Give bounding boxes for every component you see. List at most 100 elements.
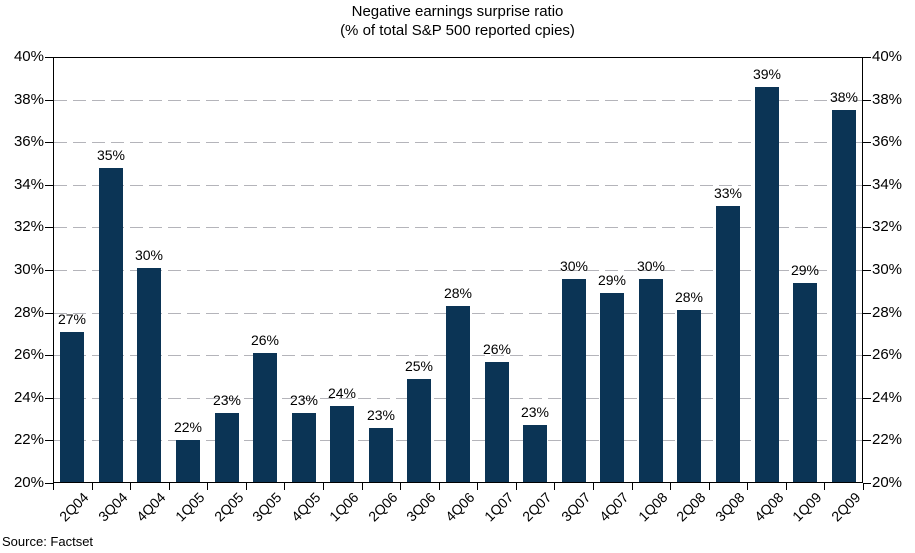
bar [600,293,624,482]
y-axis-tick-label-left: 28% [13,304,44,321]
y-axis-tick-label-right: 22% [872,431,903,448]
x-axis-tick-mark [824,483,825,490]
bar-value-label: 38% [829,89,859,105]
y-axis-tick-mark-right [863,398,871,399]
bar [755,87,779,482]
x-axis-tick-mark [516,483,517,490]
bar-value-label: 23% [289,392,319,408]
x-axis-tick-mark [207,483,208,490]
bar-value-label: 29% [790,262,820,278]
y-axis-tick-mark-right [863,355,871,356]
bar [485,362,509,482]
x-axis-label: 4Q06 [441,489,478,525]
y-axis-tick-label-right: 26% [872,346,903,363]
bar [446,306,470,482]
y-axis-tick-mark-left [45,227,53,228]
y-axis-tick-label-left: 24% [13,389,44,406]
gridline [54,270,862,271]
x-axis-tick-mark [92,483,93,490]
bar [716,206,740,482]
x-axis-label: 3Q04 [94,489,131,525]
x-axis-tick-mark [477,483,478,490]
x-axis-tick-mark [863,483,864,490]
x-axis-label: 4Q04 [132,489,169,525]
y-axis-tick-mark-left [45,270,53,271]
x-axis-label: 2Q07 [518,489,555,525]
y-axis-tick-label-right: 24% [872,389,903,406]
y-axis-tick-mark-right [863,483,871,484]
y-axis-tick-mark-right [863,227,871,228]
x-axis-tick-mark [632,483,633,490]
y-axis-tick-label-right: 34% [872,176,903,193]
x-axis-tick-mark [747,483,748,490]
y-axis-tick-mark-right [863,57,871,58]
bar-value-label: 30% [636,258,666,274]
bar-value-label: 33% [713,185,743,201]
x-axis-label: 3Q05 [248,489,285,525]
chart-title: Negative earnings surprise ratio [351,3,564,20]
x-axis-label: 2Q05 [210,489,247,525]
bar-value-label: 26% [250,332,280,348]
x-axis-tick-mark [554,483,555,490]
chart-subtitle: (% of total S&P 500 reported cpies) [340,22,575,39]
x-axis-label: 1Q07 [480,489,517,525]
x-axis-tick-mark [593,483,594,490]
x-axis-tick-mark [670,483,671,490]
y-axis-tick-mark-left [45,355,53,356]
x-axis-label: 2Q09 [827,489,864,525]
y-axis-tick-mark-left [45,185,53,186]
bar-value-label: 22% [173,419,203,435]
bar [137,268,161,482]
bar [330,406,354,482]
bar [99,168,123,482]
y-axis-tick-mark-left [45,57,53,58]
bar-value-label: 28% [674,289,704,305]
y-axis-tick-mark-left [45,100,53,101]
x-axis-tick-mark [439,483,440,490]
y-axis-tick-label-left: 34% [13,176,44,193]
x-axis-tick-mark [169,483,170,490]
y-axis-tick-label-left: 32% [13,218,44,235]
x-axis-tick-mark [362,483,363,490]
bar [639,279,663,482]
x-axis-tick-mark [284,483,285,490]
y-axis-tick-mark-right [863,142,871,143]
y-axis-tick-label-right: 32% [872,218,903,235]
bar [292,413,316,482]
bar-value-label: 30% [559,258,589,274]
bar-value-label: 24% [327,385,357,401]
x-axis-label: 3Q08 [711,489,748,525]
gridline [54,100,862,101]
x-axis-label: 4Q08 [750,489,787,525]
y-axis-tick-mark-left [45,142,53,143]
y-axis-tick-mark-right [863,313,871,314]
x-axis-tick-mark [246,483,247,490]
y-axis-tick-mark-left [45,313,53,314]
x-axis-label: 4Q07 [595,489,632,525]
bar [523,425,547,482]
x-axis-label: 1Q09 [788,489,825,525]
bar [677,310,701,482]
bar-value-label: 27% [57,311,87,327]
y-axis-tick-label-right: 30% [872,261,903,278]
bar [832,110,856,482]
x-axis-tick-mark [709,483,710,490]
y-axis-tick-mark-left [45,398,53,399]
y-axis-tick-label-right: 20% [872,474,903,491]
x-axis-label: 1Q05 [171,489,208,525]
x-axis-tick-mark [400,483,401,490]
x-axis-tick-mark [786,483,787,490]
x-axis-label: 2Q08 [672,489,709,525]
bar-value-label: 39% [752,66,782,82]
x-axis-label: 2Q04 [55,489,92,525]
y-axis-tick-label-right: 28% [872,304,903,321]
bar-value-label: 35% [96,147,126,163]
bar-value-label: 26% [482,341,512,357]
bar [176,440,200,482]
bar [60,332,84,482]
x-axis-label: 3Q06 [402,489,439,525]
x-axis-label: 3Q07 [557,489,594,525]
bar-value-label: 25% [404,358,434,374]
bar [562,279,586,482]
